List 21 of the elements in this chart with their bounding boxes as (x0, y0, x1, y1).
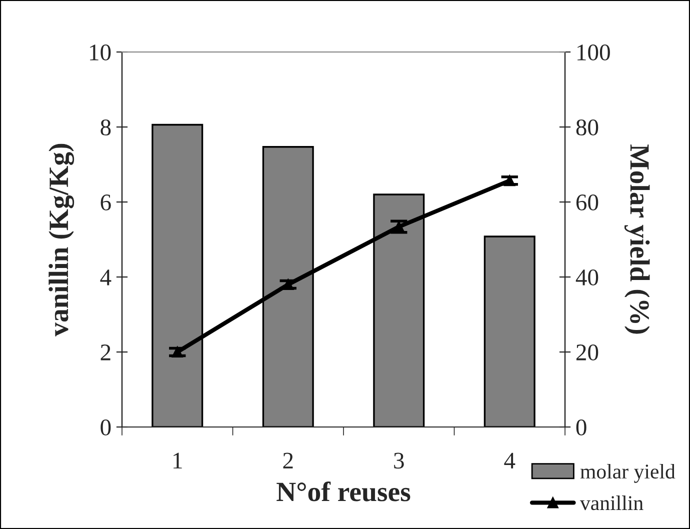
y-axis-title: vanillin (Kg/Kg) (48, 144, 74, 336)
y-tick-label: 2 (100, 344, 110, 360)
y-tick-label: 8 (100, 119, 111, 136)
y2-tick-label: 80 (576, 119, 598, 136)
y2-axis-title: Molar yield (%) (624, 144, 650, 334)
y-tick-label: 10 (90, 44, 111, 60)
y2-tick-label: 60 (576, 194, 598, 210)
x-axis-title: N°of reuses (276, 481, 410, 502)
y-tick-label: 4 (100, 270, 112, 286)
legend-label: molar yield (580, 464, 676, 483)
y2-tick-label: 20 (576, 344, 598, 360)
x-tick-label: 2 (283, 452, 293, 468)
y2-tick-label: 0 (576, 419, 586, 436)
x-tick-label: 1 (174, 452, 182, 468)
legend-label: vanillin (580, 496, 644, 510)
x-tick-label: 3 (394, 452, 404, 469)
y-tick-label: 0 (100, 419, 111, 436)
y-tick-label: 6 (100, 194, 111, 210)
x-tick-label: 4 (504, 452, 516, 468)
y2-tick-label: 40 (576, 269, 598, 286)
y2-tick-label: 100 (577, 44, 610, 60)
